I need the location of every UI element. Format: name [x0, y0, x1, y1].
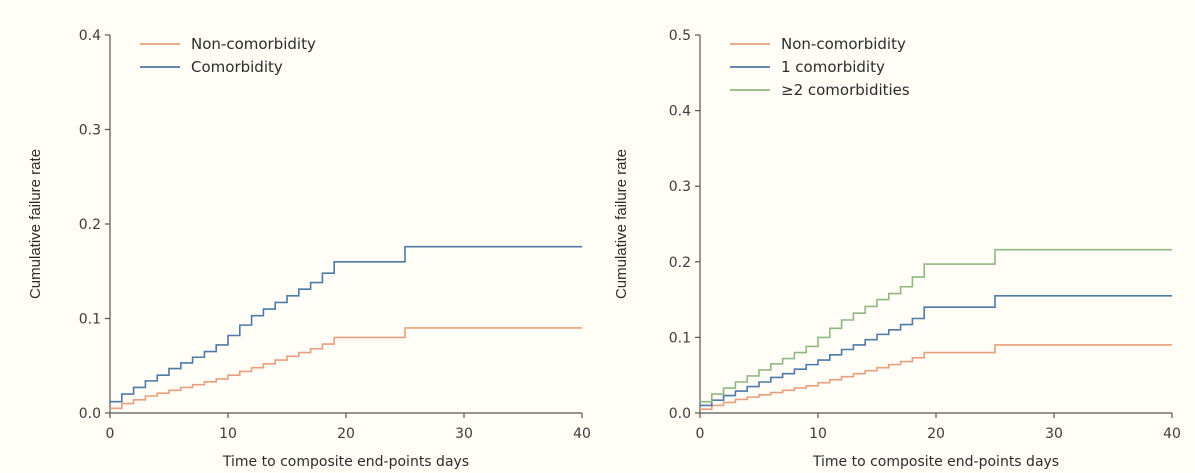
- chart-panel-1: 0.0 0.1 0.2 0.3 0.4 0 10 20 30 40 Time to composit…: [27, 28, 591, 470]
- legend-label: 1 comorbidity: [781, 58, 885, 76]
- series-line-2: [700, 295, 1172, 407]
- series-line-3: [700, 248, 1172, 403]
- x-tick-label: 10: [809, 426, 827, 442]
- series-line-2: [110, 245, 582, 403]
- chart-panel-2: 0.0 0.1 0.2 0.3 0.4 0.5 0 10 20 30 40 Time to compo…: [613, 28, 1181, 470]
- x-axis-label: Time to composite end-points days: [812, 454, 1059, 470]
- x-tick-label: 40: [1163, 426, 1181, 442]
- x-tick-label: 30: [455, 426, 473, 442]
- x-tick-label: 0: [696, 426, 705, 442]
- y-tick-label: 0.2: [79, 217, 101, 233]
- x-axis-label: Time to composite end-points days: [222, 454, 469, 470]
- x-tick-label: 20: [337, 426, 355, 442]
- y-tick-label: 0.0: [79, 406, 101, 422]
- x-tick-label: 10: [219, 426, 237, 442]
- y-tick-label: 0.4: [669, 104, 691, 120]
- y-tick-label: 0.1: [669, 330, 691, 346]
- series-line-1: [110, 327, 582, 410]
- y-tick-label: 0.3: [79, 123, 101, 139]
- x-tick-label: 0: [106, 426, 115, 442]
- x-tick-label: 40: [573, 426, 591, 442]
- x-tick-label: 30: [1045, 426, 1063, 442]
- y-axis-label: Cumulative failure rate: [613, 149, 630, 299]
- y-tick-label: 0.5: [669, 28, 691, 44]
- legend-label: ≥2 comorbidities: [781, 81, 910, 99]
- y-axis-label: Cumulative failure rate: [27, 149, 44, 299]
- legend-label: Non-comorbidity: [191, 35, 316, 53]
- x-tick-label: 20: [927, 426, 945, 442]
- legend-label: Non-comorbidity: [781, 35, 906, 53]
- y-tick-label: 0.4: [79, 28, 101, 44]
- y-tick-label: 0.2: [669, 255, 691, 271]
- y-tick-label: 0.1: [79, 312, 101, 328]
- legend-label: Comorbidity: [191, 58, 283, 76]
- series-line-1: [700, 344, 1172, 411]
- y-tick-label: 0.0: [669, 406, 691, 422]
- y-tick-label: 0.3: [669, 179, 691, 195]
